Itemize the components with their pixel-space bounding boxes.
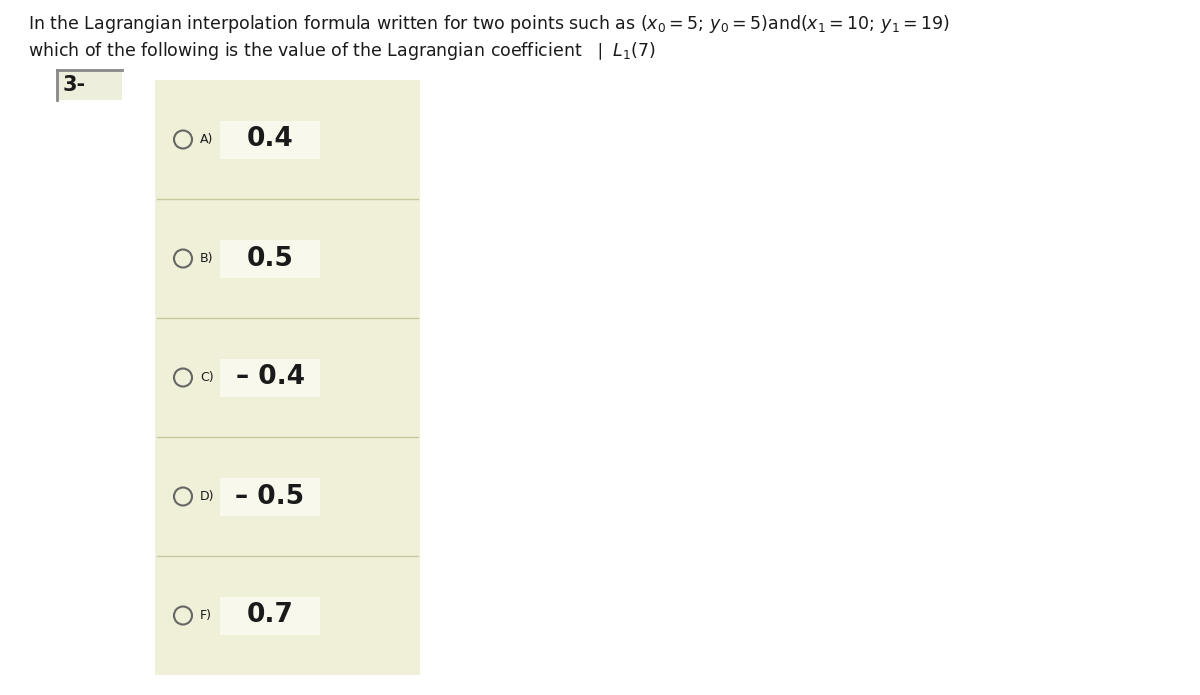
FancyBboxPatch shape xyxy=(220,596,320,635)
Text: – 0.5: – 0.5 xyxy=(235,484,305,509)
FancyBboxPatch shape xyxy=(220,120,320,158)
Text: 0.4: 0.4 xyxy=(247,126,293,152)
Text: A): A) xyxy=(200,133,214,146)
FancyBboxPatch shape xyxy=(220,477,320,516)
Text: B): B) xyxy=(200,252,214,265)
Text: D): D) xyxy=(200,490,215,503)
Text: which of the following is the value of the Lagrangian coefficient  $\mid$ $L_1(7: which of the following is the value of t… xyxy=(28,40,656,62)
Text: C): C) xyxy=(200,371,214,384)
Text: In the Lagrangian interpolation formula written for two points such as $(x_0 = 5: In the Lagrangian interpolation formula … xyxy=(28,13,950,35)
Text: F): F) xyxy=(200,609,212,622)
Text: 0.5: 0.5 xyxy=(246,245,294,272)
FancyBboxPatch shape xyxy=(58,70,122,100)
Text: 0.7: 0.7 xyxy=(246,603,294,628)
FancyBboxPatch shape xyxy=(220,359,320,397)
FancyBboxPatch shape xyxy=(155,80,420,675)
FancyBboxPatch shape xyxy=(220,240,320,277)
Text: 3-: 3- xyxy=(64,75,86,95)
Text: – 0.4: – 0.4 xyxy=(235,364,305,391)
